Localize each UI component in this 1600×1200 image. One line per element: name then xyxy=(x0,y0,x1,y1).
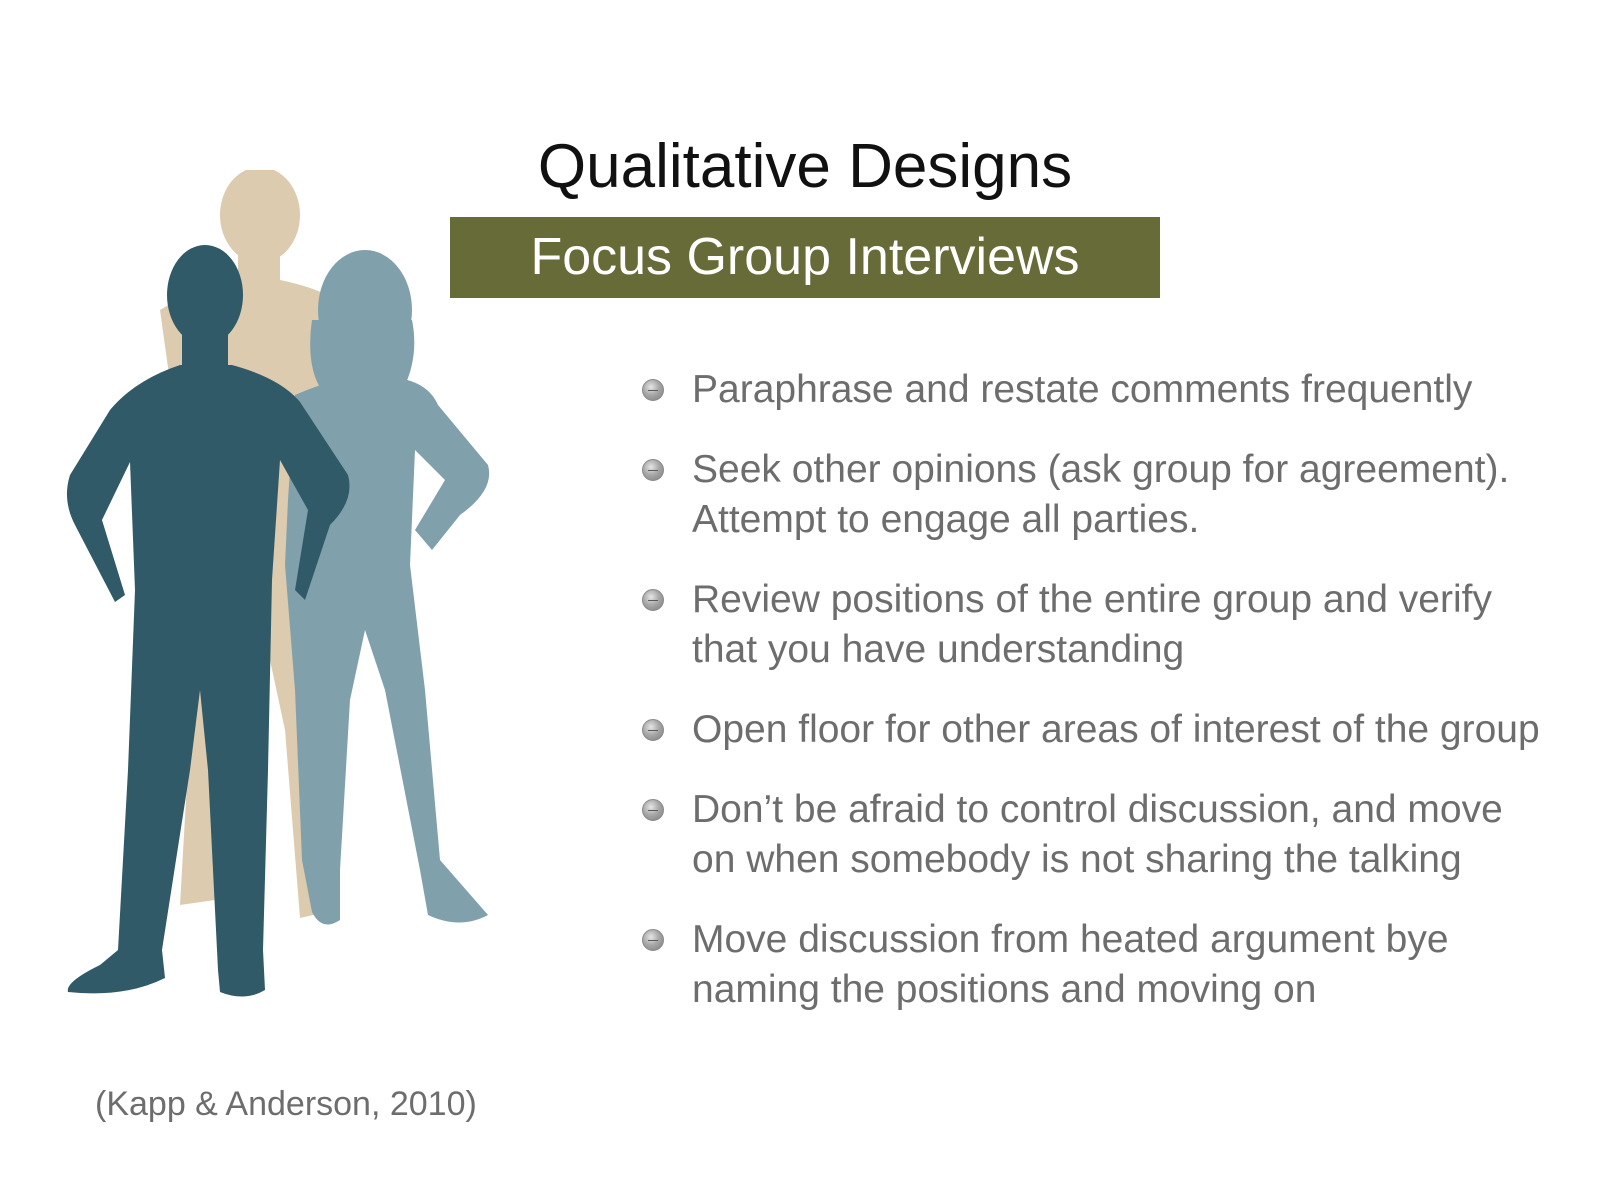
bullet-sphere-icon xyxy=(642,379,664,401)
bullet-item: Review positions of the entire group and… xyxy=(642,575,1542,675)
bullet-text: Review positions of the entire group and… xyxy=(692,578,1492,671)
bullet-sphere-icon xyxy=(642,719,664,741)
bullet-item: Seek other opinions (ask group for agree… xyxy=(642,445,1542,545)
subtitle-banner: Focus Group Interviews xyxy=(450,217,1160,298)
bullet-item: Paraphrase and restate comments frequent… xyxy=(642,365,1542,415)
bullet-sphere-icon xyxy=(642,459,664,481)
bullet-item: Open floor for other areas of interest o… xyxy=(642,705,1542,755)
bullet-sphere-icon xyxy=(642,589,664,611)
bullet-text: Seek other opinions (ask group for agree… xyxy=(692,448,1510,541)
people-silhouettes-icon xyxy=(66,170,490,997)
bullet-text: Don’t be afraid to control discussion, a… xyxy=(692,788,1503,881)
bullet-sphere-icon xyxy=(642,929,664,951)
citation: (Kapp & Anderson, 2010) xyxy=(95,1085,477,1123)
bullet-text: Paraphrase and restate comments frequent… xyxy=(692,368,1473,411)
bullet-list: Paraphrase and restate comments frequent… xyxy=(642,365,1542,1045)
bullet-text: Open floor for other areas of interest o… xyxy=(692,708,1540,751)
bullet-text: Move discussion from heated argument bye… xyxy=(692,918,1449,1011)
front-person-silhouette xyxy=(66,245,350,997)
bullet-sphere-icon xyxy=(642,799,664,821)
bullet-item: Move discussion from heated argument bye… xyxy=(642,915,1542,1015)
right-person-silhouette xyxy=(285,250,490,925)
slide-title: Qualitative Designs xyxy=(537,132,1073,201)
bullet-item: Don’t be afraid to control discussion, a… xyxy=(642,785,1542,885)
